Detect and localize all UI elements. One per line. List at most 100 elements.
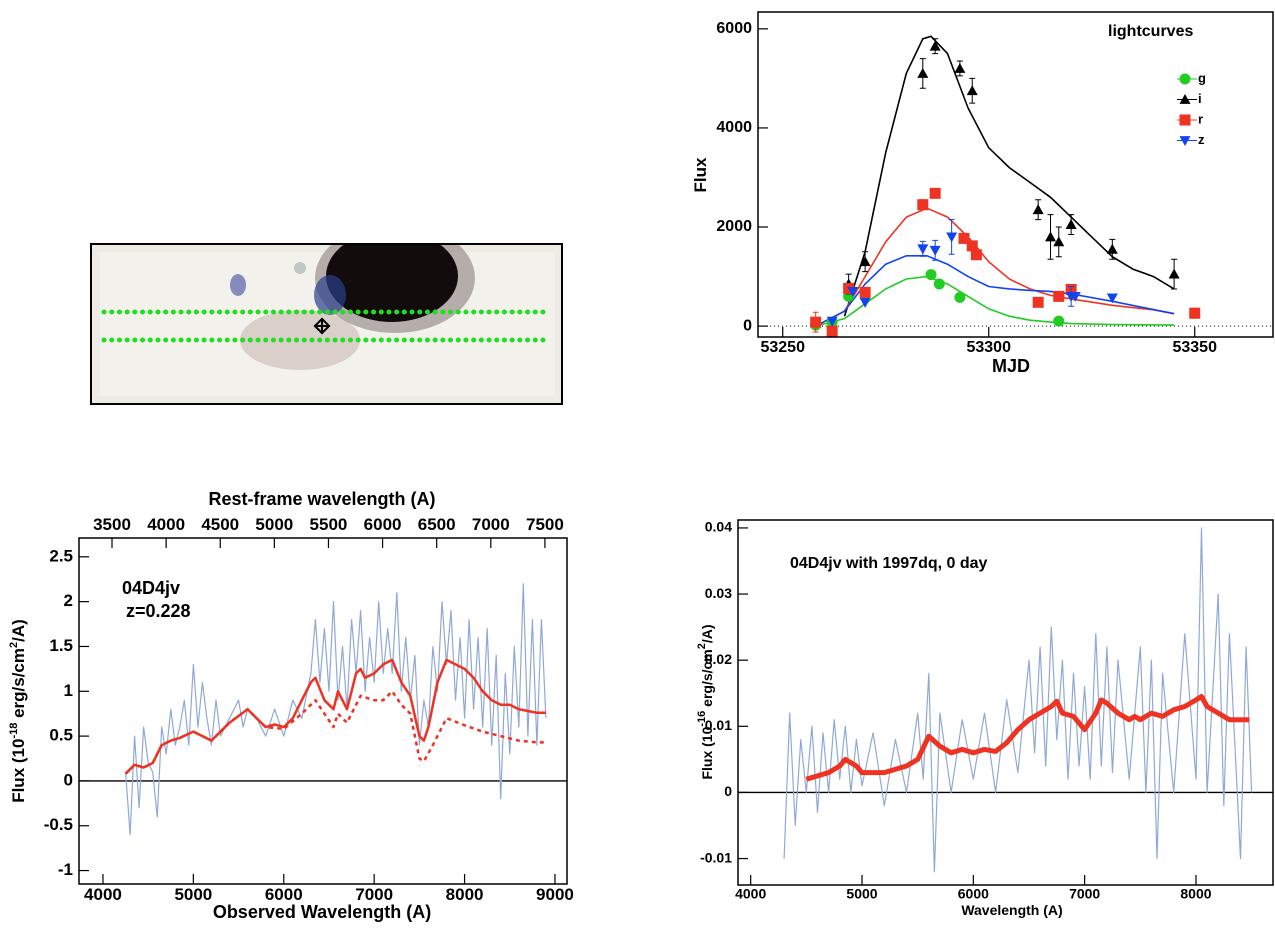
data-point <box>954 62 966 73</box>
y-axis-label-part: Flux (10 <box>699 726 715 779</box>
y-axis-label-superscript: 2 <box>696 643 708 649</box>
annotation: z=0.228 <box>126 601 191 621</box>
legend-label: g <box>1198 70 1206 85</box>
data-point <box>929 245 941 256</box>
x2-tick-label: 5000 <box>255 515 293 534</box>
x-tick-label: 8000 <box>446 885 484 904</box>
x2-tick-label: 5500 <box>310 515 348 534</box>
chart: -1 -0.5 0 0.5 1 1.5 2 2.5 4000 5000 6000 7000 8000 90… <box>8 489 574 922</box>
plot-frame <box>78 537 568 885</box>
x-tick-label: 4000 <box>84 885 122 904</box>
data-point <box>859 297 871 308</box>
y-tick-label: 0.04 <box>705 519 732 535</box>
image-content <box>100 245 555 396</box>
y-axis-label-part: erg/s/cm <box>9 648 28 723</box>
plot-area <box>758 35 1273 337</box>
spectrum-line <box>124 658 546 775</box>
data-point <box>1053 315 1065 327</box>
y-tick-label: 2 <box>64 591 73 610</box>
data-point <box>826 325 838 337</box>
y-tick-label: 0 <box>724 783 732 799</box>
data-point <box>958 232 970 244</box>
x2-tick-label: 4000 <box>147 515 185 534</box>
data-point <box>1053 290 1065 302</box>
spectrum-line <box>805 694 1250 782</box>
x2-tick-label: 4500 <box>201 515 239 534</box>
galaxy-core <box>326 245 458 322</box>
x-axis-label: Wavelength (A) <box>961 902 1062 918</box>
galaxy-halo <box>240 310 360 370</box>
y-axis-label: Flux (10-18 erg/s/cm2/A) <box>8 619 28 803</box>
data-point <box>1032 296 1044 308</box>
x-tick-label: 8000 <box>1180 885 1211 901</box>
data-point <box>1032 204 1044 215</box>
y-tick-label: -1 <box>58 860 73 879</box>
faint-source <box>294 262 306 274</box>
fit-curve <box>815 275 1175 327</box>
x-tick-label: 4000 <box>735 885 766 901</box>
legend-label: r <box>1198 111 1203 126</box>
data-point <box>929 40 941 51</box>
annotation: 04D4jv <box>122 578 180 598</box>
data-point <box>917 67 929 78</box>
x-tick-label: 53250 <box>760 339 805 356</box>
data-point <box>954 291 966 303</box>
x-tick-label: 5000 <box>174 885 212 904</box>
y-tick-label: 0 <box>743 317 752 334</box>
data-point <box>847 287 859 297</box>
plot-frame <box>737 519 1274 886</box>
data-point <box>917 244 929 255</box>
data-point <box>1069 291 1081 302</box>
data-point <box>925 269 937 281</box>
x-tick-label: 53300 <box>966 339 1011 356</box>
data-point <box>1168 268 1180 279</box>
y-tick-label: -0.01 <box>700 849 732 865</box>
y-axis-label-part: Flux <box>691 157 710 192</box>
x2-tick-label: 7500 <box>526 515 564 534</box>
x-axis-label: Observed Wavelength (A) <box>213 902 431 922</box>
legend-marker <box>1179 136 1191 146</box>
x-tick-label: 5000 <box>846 885 877 901</box>
y-tick-label: 1.5 <box>49 636 73 655</box>
data-point <box>810 316 822 328</box>
fit-curve <box>843 35 1175 317</box>
data-point <box>826 316 838 327</box>
x-tick-label: 7000 <box>355 885 393 904</box>
legend-label: i <box>1198 91 1202 106</box>
plot-area <box>738 527 1273 873</box>
plot-area <box>79 583 567 836</box>
x-tick-label: 6000 <box>265 885 303 904</box>
y-tick-label: 2.5 <box>49 546 73 565</box>
x2-tick-label: 6000 <box>364 515 402 534</box>
y-tick-label: 0.01 <box>705 717 732 733</box>
chart: 0 2000 4000 6000 53250 53300 53350 MJD Flux light… <box>691 11 1274 376</box>
blue-source <box>230 274 246 296</box>
x2-axis-label: Rest-frame wavelength (A) <box>208 489 435 509</box>
annotation: 04D4jv with 1997dq, 0 day <box>790 555 988 572</box>
data-point <box>933 278 945 290</box>
x2-tick-label: 7000 <box>472 515 510 534</box>
x-tick-label: 53350 <box>1172 339 1217 356</box>
y-axis-label-part: /A) <box>699 624 715 643</box>
x2-tick-label: 6500 <box>418 515 456 534</box>
annotation: lightcurves <box>1108 23 1193 40</box>
y-axis-label-superscript: -18 <box>8 723 20 739</box>
chart: -0.01 0 0.01 0.02 0.03 0.04 4000 5000 6000 7000 80… <box>696 519 1274 918</box>
image-panel <box>90 243 563 405</box>
data-point <box>929 187 941 199</box>
data-point <box>970 249 982 261</box>
spectrum-line <box>783 527 1253 873</box>
data-point <box>1053 236 1065 247</box>
sn-position-marker <box>313 317 331 335</box>
x2-tick-label: 3500 <box>93 515 131 534</box>
blue-knot <box>314 275 346 315</box>
x-tick-label: 9000 <box>536 885 574 904</box>
y-axis-label-part: /A) <box>9 619 28 642</box>
data-point <box>859 286 871 298</box>
y-tick-label: 4000 <box>716 119 752 136</box>
legend-marker <box>1179 94 1191 104</box>
y-axis-label: Flux (10-16 erg/s/cm2/A) <box>696 624 715 779</box>
y-axis-label: Flux <box>691 157 710 192</box>
